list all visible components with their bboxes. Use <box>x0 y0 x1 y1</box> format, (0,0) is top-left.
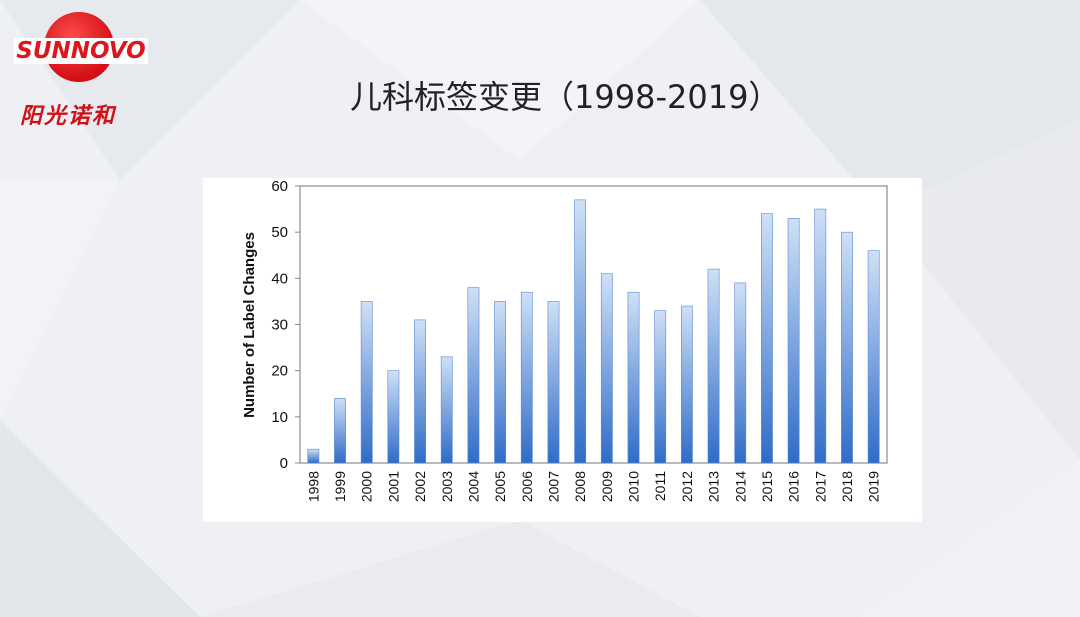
x-tick-label: 2012 <box>679 471 695 502</box>
bar-2012 <box>680 305 693 464</box>
bar-2003 <box>440 356 453 464</box>
x-tick-label: 2015 <box>759 471 775 502</box>
bar-1999 <box>334 398 346 464</box>
bar-2006 <box>520 291 533 464</box>
x-tick-label: 1999 <box>332 471 348 502</box>
bar-2009 <box>600 273 613 464</box>
bar-2016 <box>787 218 800 464</box>
x-tick-label: 2007 <box>545 471 561 502</box>
y-tick-label: 10 <box>271 409 288 426</box>
x-tick-label: 1998 <box>305 471 321 502</box>
y-tick-label: 40 <box>271 270 288 287</box>
y-tick-label: 60 <box>271 178 288 195</box>
bar-2008 <box>574 199 587 464</box>
x-tick-label: 2016 <box>786 471 802 502</box>
x-tick-label: 2017 <box>812 471 828 502</box>
y-axis-label: Number of Label Changes <box>241 232 258 418</box>
x-tick-label: 2013 <box>706 471 722 502</box>
bar-2007 <box>547 301 560 464</box>
bar-2005 <box>494 301 507 464</box>
x-tick-label: 2018 <box>839 471 855 502</box>
bar-chart: Number of Label Changes 0 10 20 30 40 50 60 19… <box>241 178 888 502</box>
bar-2014 <box>734 282 747 464</box>
bar-2011 <box>654 310 667 464</box>
y-tick-label: 20 <box>271 363 288 380</box>
logo-text: SUNNOVO <box>14 38 148 64</box>
x-tick-label: 2004 <box>465 471 481 502</box>
bar-1998 <box>307 448 320 464</box>
company-logo: SUNNOVO 阳光诺和 <box>6 12 156 132</box>
x-tick-label: 2003 <box>439 471 455 502</box>
x-tick-label: 2000 <box>359 471 375 502</box>
x-tick-label: 2014 <box>732 471 748 502</box>
x-tick-label: 2009 <box>599 471 615 502</box>
x-tick-label: 2011 <box>652 471 668 501</box>
x-tick-label: 2010 <box>626 471 642 502</box>
chart-panel: Number of Label Changes 0 10 20 30 40 50 60 19… <box>203 178 922 522</box>
bar-2000 <box>360 301 373 464</box>
y-tick-label: 0 <box>280 455 288 472</box>
x-tick-label: 2005 <box>492 471 508 502</box>
bar-2013 <box>707 268 720 464</box>
bar-2004 <box>467 287 480 464</box>
bar-2017 <box>814 208 827 464</box>
x-tick-label: 2002 <box>412 471 428 502</box>
logo-chinese-name: 阳光诺和 <box>20 103 117 129</box>
x-tick-label: 2001 <box>385 471 401 502</box>
bar-2010 <box>627 291 640 464</box>
bar-2019 <box>867 250 880 464</box>
bar-2001 <box>387 370 400 464</box>
bar-2018 <box>841 231 853 464</box>
y-tick-label: 50 <box>271 224 288 241</box>
y-tick-label: 30 <box>271 317 288 334</box>
x-tick-label: 2008 <box>572 471 588 502</box>
page-title: 儿科标签变更（1998-2019） <box>350 78 781 116</box>
bar-2015 <box>761 213 773 464</box>
bar-2002 <box>414 319 426 464</box>
x-tick-label: 2019 <box>866 471 882 502</box>
x-tick-label: 2006 <box>519 471 535 502</box>
